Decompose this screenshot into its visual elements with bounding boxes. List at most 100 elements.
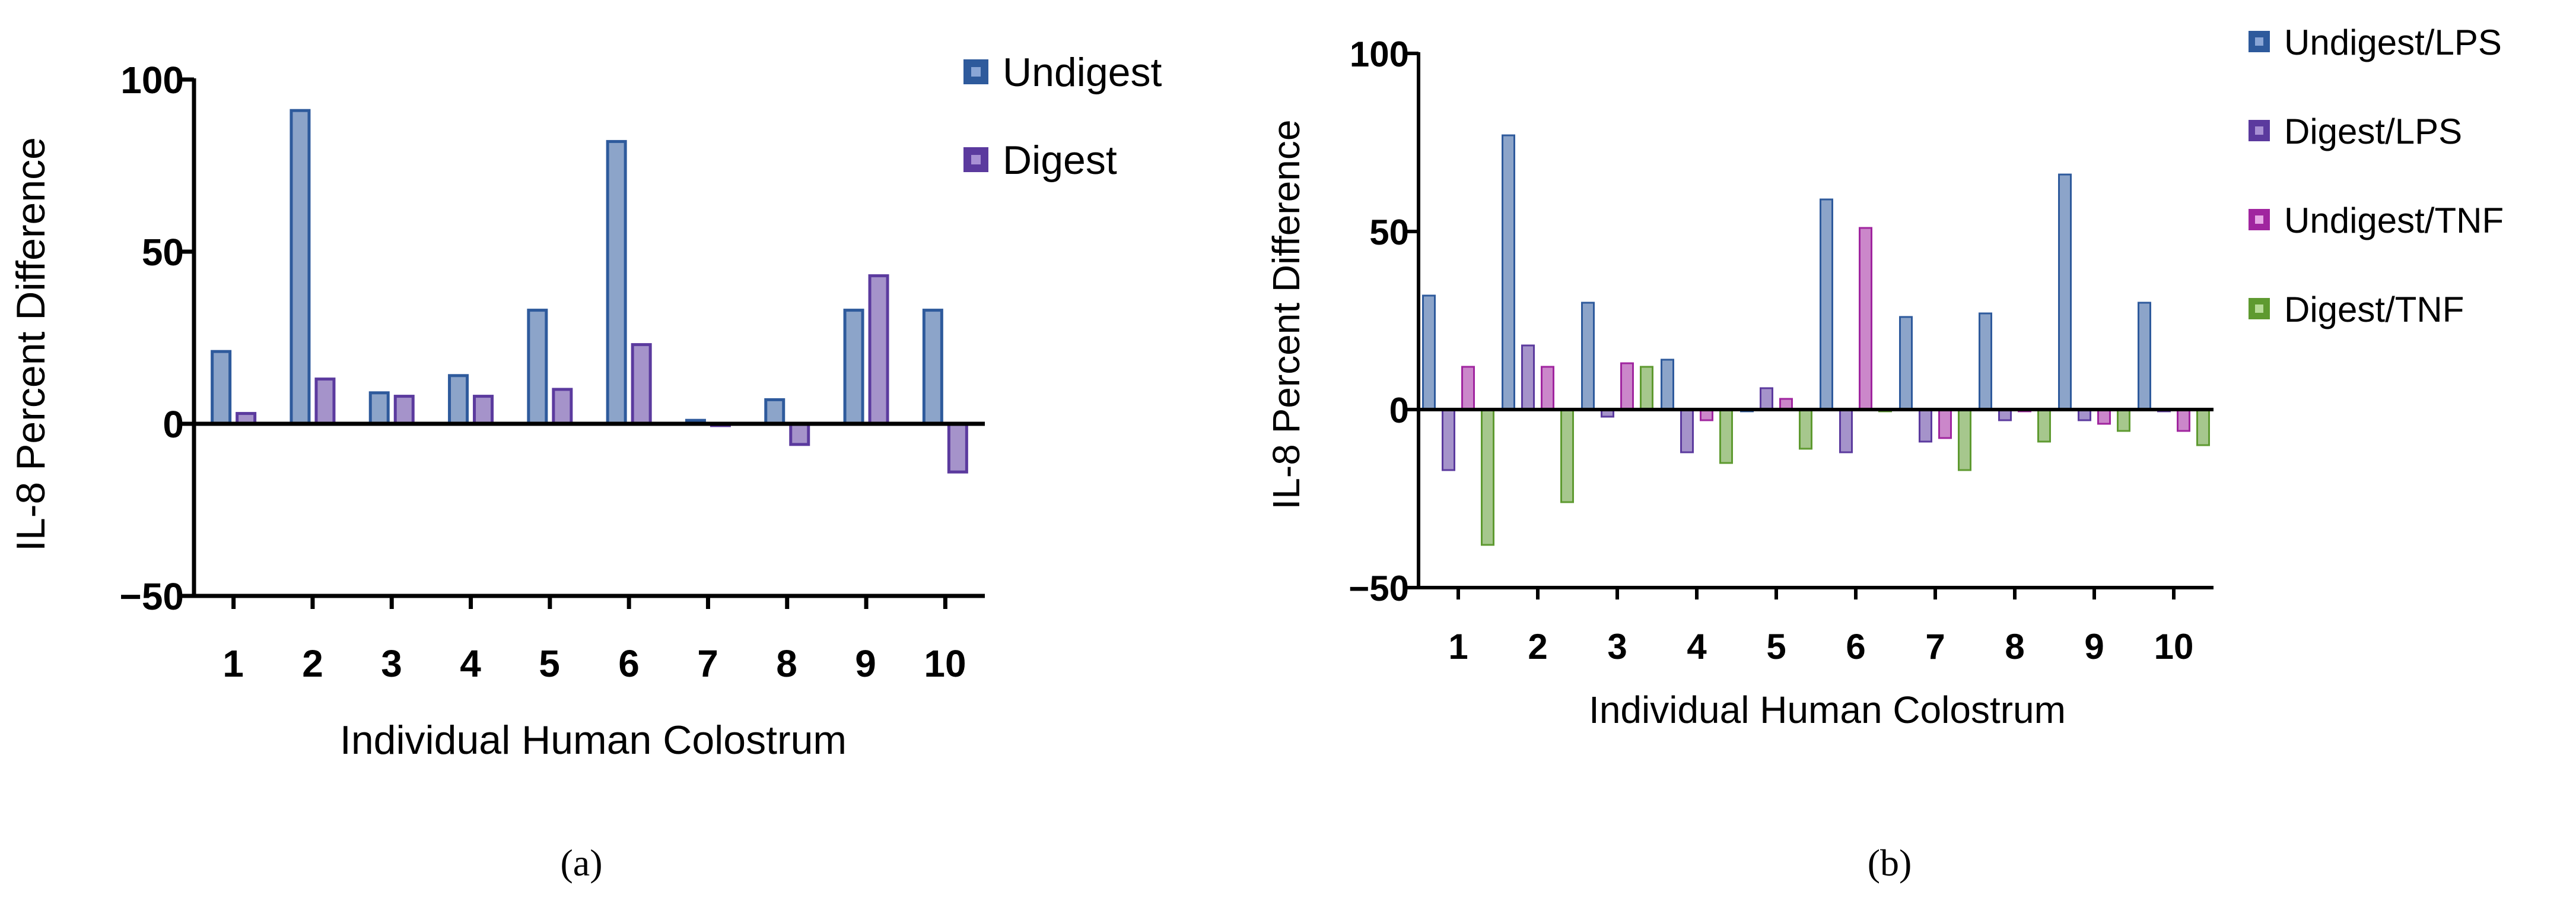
chart-b-bar-undigest-lps-9 [2058, 173, 2072, 411]
legend-swatch-digest-lps-highlight [2255, 126, 2263, 135]
chart-a-xtick-label: 8 [776, 642, 797, 685]
chart-b-bar-undigest-tnf-3 [1620, 362, 1634, 411]
chart-a-legend: Undigest Digest [963, 50, 1162, 183]
chart-b: IL-8 Percent Difference −50 0 50 100 1 2… [1265, 23, 2504, 884]
chart-b-bar-digest-tnf-3 [1640, 366, 1653, 411]
chart-b-xtick-label: 7 [1925, 627, 1945, 667]
chart-b-bar-undigest-tnf-1 [1461, 366, 1475, 411]
chart-b-bar-digest-tnf-10 [2196, 408, 2210, 446]
chart-b-bar-undigest-tnf-6 [1859, 227, 1872, 411]
chart-a-bar-undigest-10 [922, 309, 943, 426]
chart-b-bar-undigest-lps-1 [1422, 294, 1436, 411]
chart-b-bar-digest-tnf-4 [1719, 408, 1733, 464]
chart-a-bar-undigest-5 [527, 309, 548, 426]
chart-a-ytick-label: −50 [119, 575, 184, 618]
chart-a-xtick-label: 7 [697, 642, 718, 685]
chart-a-bar-undigest-9 [843, 309, 864, 426]
chart-a-xtick-label: 9 [855, 642, 876, 685]
chart-a-xtick-label: 5 [539, 642, 560, 685]
chart-b-xtick-label: 8 [2005, 627, 2024, 667]
legend-item-undigest-lps: Undigest/LPS [2249, 23, 2502, 62]
legend-label-digest-tnf: Digest/TNF [2284, 290, 2464, 329]
chart-b-axes [1407, 52, 2214, 599]
chart-b-bar-undigest-lps-6 [1820, 198, 1833, 411]
chart-b-bar-undigest-lps-10 [2138, 302, 2151, 411]
chart-a-ytick-label: 0 [163, 403, 184, 446]
chart-a-bar-undigest-3 [368, 391, 390, 426]
legend-label-undigest: Undigest [1003, 50, 1162, 95]
chart-a-bar-digest-2 [314, 377, 336, 426]
chart-b-bar-undigest-lps-8 [1979, 312, 1992, 411]
chart-b-bar-digest-lps-1 [1442, 408, 1455, 471]
legend-item-digest-tnf: Digest/TNF [2249, 290, 2464, 329]
chart-a-bar-undigest-1 [211, 350, 232, 426]
chart-a-bar-digest-8 [789, 422, 810, 446]
chart-b-bar-digest-tnf-2 [1560, 408, 1574, 503]
chart-a-bar-digest-4 [473, 395, 494, 426]
chart-b-bar-digest-lps-4 [1680, 408, 1694, 453]
chart-a-bars [211, 109, 968, 474]
chart-a-bar-undigest-2 [290, 109, 311, 426]
chart-b-bar-undigest-lps-3 [1581, 302, 1595, 411]
chart-a-bar-digest-10 [947, 422, 968, 474]
chart-b-xtick-label: 4 [1687, 627, 1707, 667]
legend-swatch-undigest-lps-highlight [2255, 37, 2263, 46]
chart-a-bar-digest-9 [868, 274, 889, 426]
chart-b-bar-digest-lps-2 [1521, 344, 1535, 411]
chart-a: IL-8 Percent Difference −50 0 50 100 1 2… [8, 50, 1162, 884]
legend-label-undigest-tnf: Undigest/TNF [2284, 201, 2504, 240]
legend-label-undigest-lps: Undigest/LPS [2284, 23, 2502, 62]
chart-b-bar-digest-tnf-1 [1481, 408, 1494, 546]
chart-b-bar-digest-lps-6 [1839, 408, 1853, 453]
chart-a-bar-undigest-6 [606, 139, 627, 426]
chart-b-ytick-label: 100 [1350, 34, 1409, 74]
chart-a-axes [181, 77, 985, 609]
chart-a-yticks: −50 0 50 100 [119, 59, 184, 618]
chart-a-bar-digest-5 [552, 388, 573, 426]
chart-b-bar-undigest-lps-7 [1899, 316, 1913, 411]
chart-b-ytick-label: 50 [1369, 212, 1409, 252]
legend-swatch-digest-highlight [971, 155, 981, 164]
chart-a-xtick-label: 3 [381, 642, 402, 685]
chart-b-bar-undigest-tnf-2 [1541, 366, 1554, 411]
chart-b-bar-digest-tnf-8 [2037, 408, 2051, 443]
legend-item-digest: Digest [963, 138, 1117, 183]
chart-a-xtick-label: 1 [222, 642, 244, 685]
legend-label-digest: Digest [1003, 138, 1117, 183]
chart-b-xtick-label: 1 [1448, 627, 1468, 667]
chart-b-ytick-label: −50 [1349, 569, 1409, 608]
chart-b-legend: Undigest/LPS Digest/LPS Undigest/TNF Dig… [2249, 23, 2504, 329]
chart-a-xtick-label: 10 [924, 642, 966, 685]
chart-b-bars [1422, 134, 2210, 546]
chart-b-bar-digest-lps-5 [1760, 387, 1773, 411]
chart-b-xtick-label: 3 [1607, 627, 1627, 667]
legend-item-undigest-tnf: Undigest/TNF [2249, 201, 2504, 240]
chart-a-xtick-label: 4 [460, 642, 481, 685]
chart-b-bar-undigest-lps-2 [1502, 134, 1515, 411]
panel-label-b: (b) [1868, 842, 1912, 884]
chart-b-ylabel: IL-8 Percent Difference [1265, 120, 1308, 510]
legend-swatch-digest-tnf-highlight [2255, 304, 2263, 313]
chart-a-bar-undigest-8 [764, 398, 785, 426]
chart-b-ytick-label: 0 [1389, 391, 1409, 430]
legend-label-digest-lps: Digest/LPS [2284, 112, 2462, 151]
legend-swatch-undigest-tnf-highlight [2255, 215, 2263, 224]
panel-label-a: (a) [560, 842, 602, 884]
chart-a-xticks: 1 2 3 4 5 6 7 8 9 10 [222, 642, 966, 685]
chart-a-bar-digest-6 [631, 343, 652, 426]
chart-a-ytick-label: 50 [142, 231, 184, 274]
legend-item-digest-lps: Digest/LPS [2249, 112, 2462, 151]
chart-b-bar-undigest-tnf-10 [2177, 408, 2190, 432]
chart-b-bar-undigest-tnf-7 [1938, 408, 1952, 439]
legend-item-undigest: Undigest [963, 50, 1162, 95]
chart-a-ylabel: IL-8 Percent Difference [8, 137, 53, 551]
legend-swatch-undigest-highlight [971, 67, 981, 77]
chart-b-bar-digest-lps-7 [1919, 408, 1932, 443]
chart-b-xticks: 1 2 3 4 5 6 7 8 9 10 [1448, 627, 2193, 667]
chart-a-ytick-label: 100 [120, 59, 184, 101]
chart-a-bar-undigest-4 [448, 374, 469, 426]
chart-b-yticks: −50 0 50 100 [1349, 34, 1409, 608]
chart-b-xtick-label: 2 [1528, 627, 1547, 667]
chart-a-xtick-label: 6 [618, 642, 640, 685]
